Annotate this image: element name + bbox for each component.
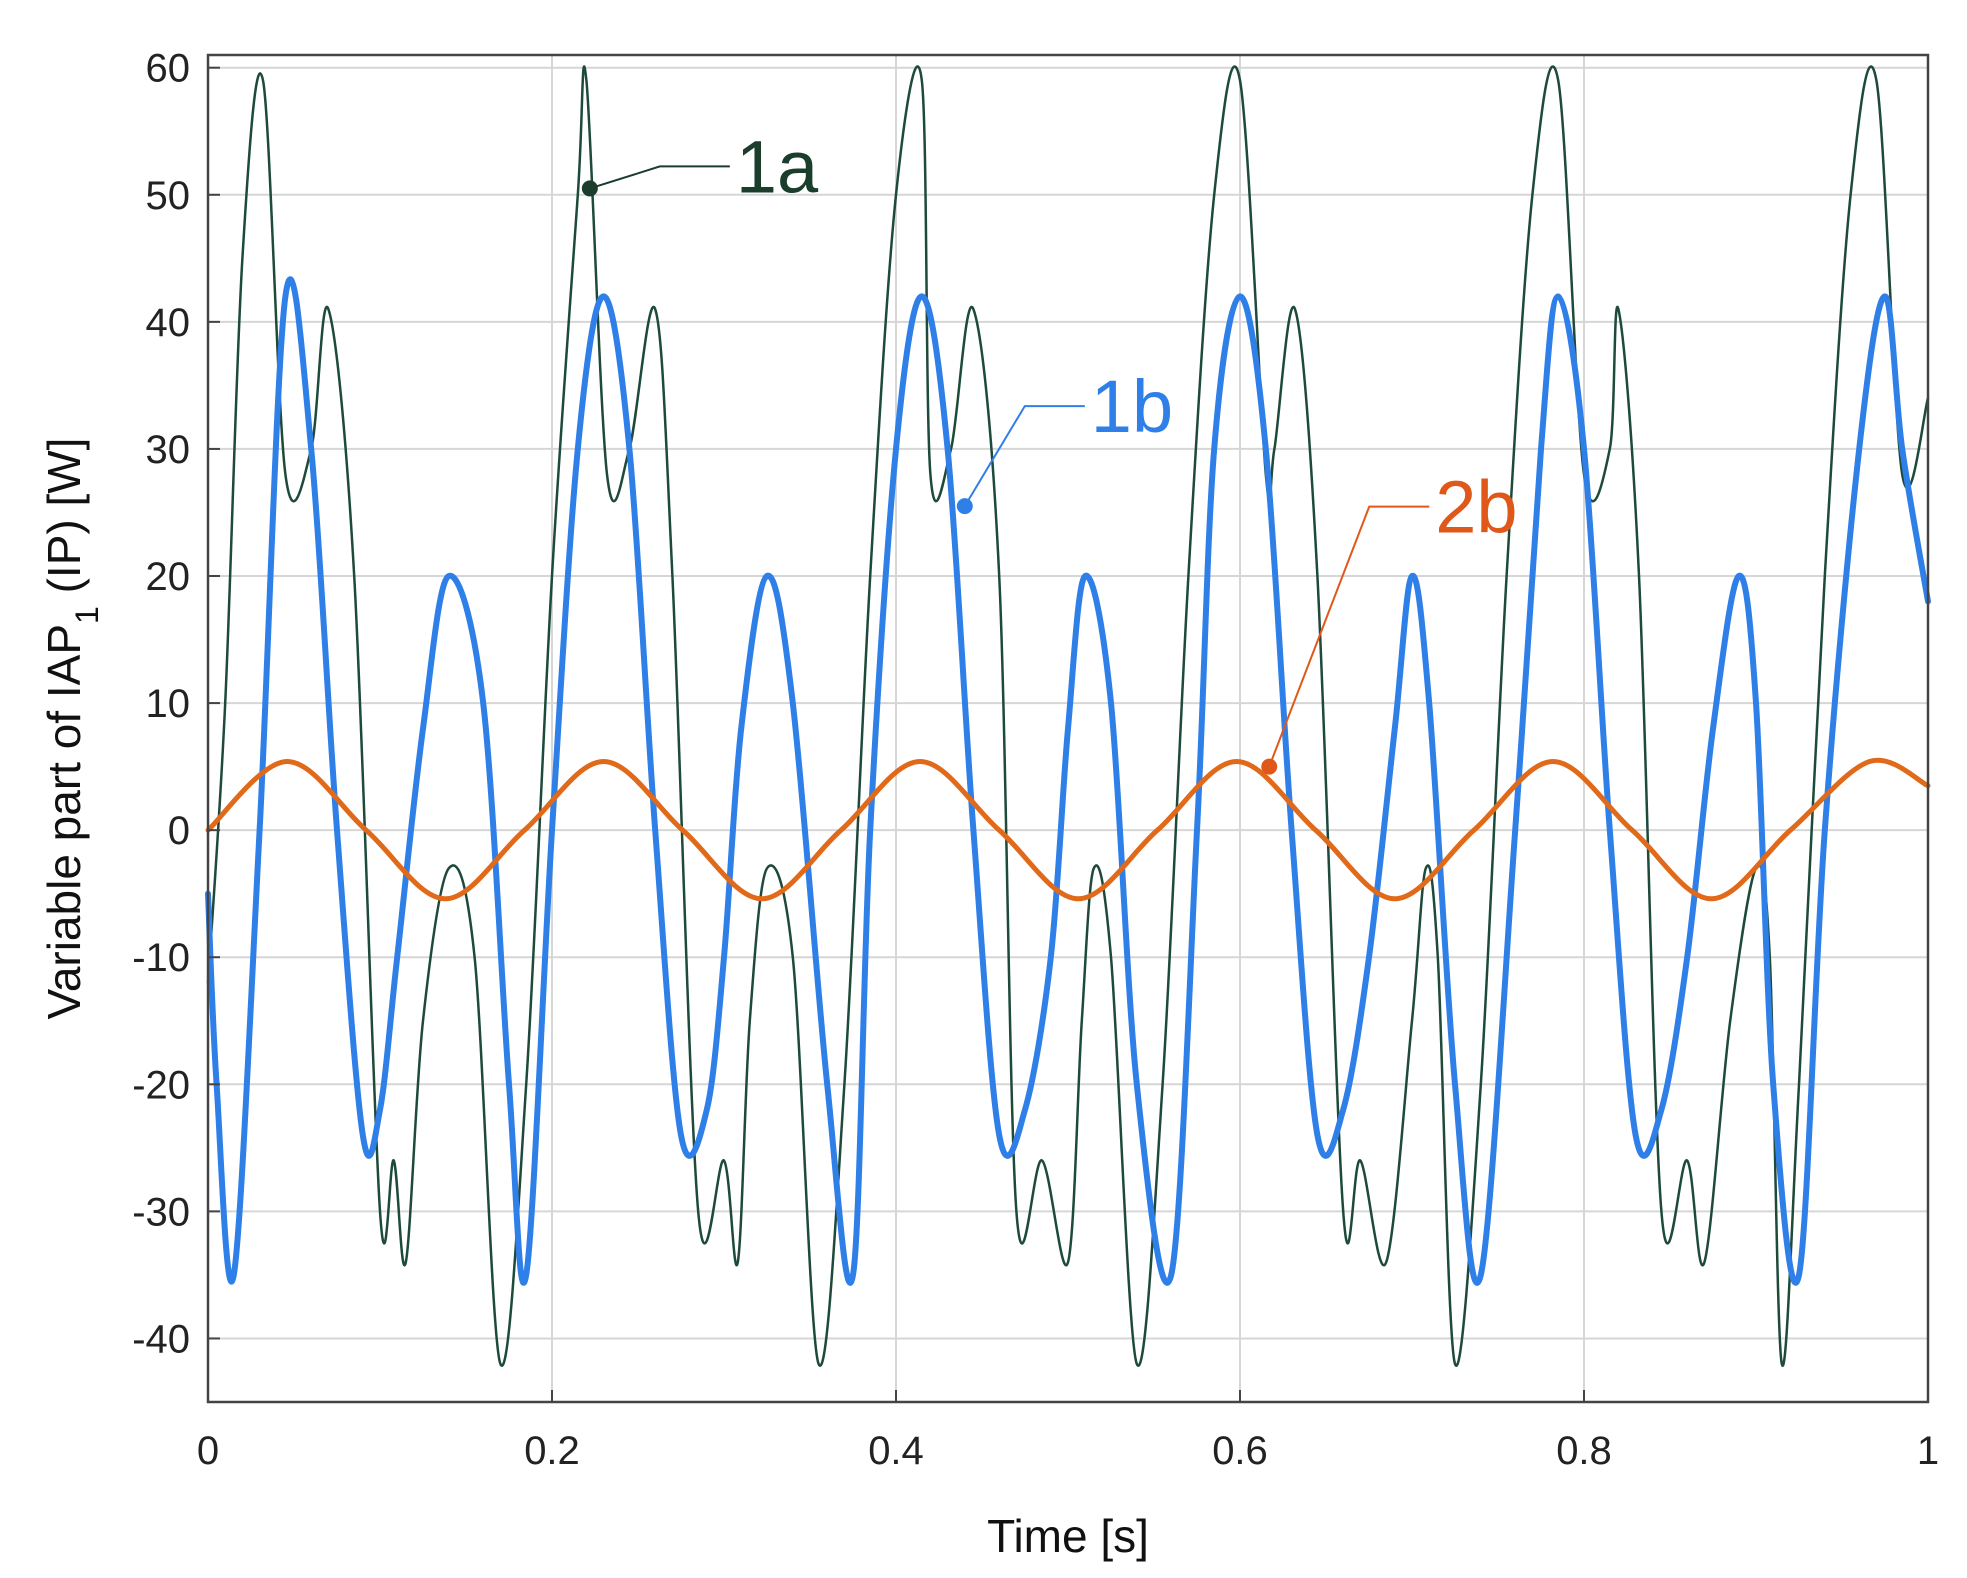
x-tick-label-1: 0.2 <box>524 1429 580 1473</box>
y-axis-label-subscript: 1 <box>69 606 105 624</box>
y-tick-label-4: 0 <box>168 809 190 853</box>
y-tick-label-7: 30 <box>146 428 191 472</box>
annotation-1a-label: 1a <box>736 125 819 208</box>
y-axis-ticks: -40 -30 -20 -10 0 10 20 30 40 50 60 <box>132 47 220 1361</box>
y-axis-label: Variable part of IAP1 (IP) [W] <box>38 438 105 1020</box>
y-axis-label-rest: (IP) [W] <box>38 438 90 607</box>
y-tick-label-10: 60 <box>146 47 191 91</box>
series-1a-line <box>206 65 1930 1367</box>
x-tick-label-0: 0 <box>197 1429 219 1473</box>
annotation-1a-leader <box>589 165 730 190</box>
annotation-1b-leader <box>963 405 1085 507</box>
series-2b-line <box>205 757 1931 902</box>
y-tick-label-6: 20 <box>146 555 191 599</box>
series-layer <box>205 65 1931 1367</box>
x-tick-label-5: 1 <box>1917 1429 1939 1473</box>
annotation-2b-leader <box>1268 505 1430 767</box>
y-tick-label-5: 10 <box>146 682 191 726</box>
plot-frame <box>206 53 1930 1404</box>
y-tick-label-1: -30 <box>132 1190 190 1234</box>
x-axis-label: Time [s] <box>987 1510 1149 1562</box>
y-tick-label-8: 40 <box>146 301 191 345</box>
x-tick-label-4: 0.8 <box>1556 1429 1612 1473</box>
x-tick-label-3: 0.6 <box>1212 1429 1268 1473</box>
annotation-2b-marker <box>1261 758 1278 775</box>
y-tick-label-0: -40 <box>132 1317 190 1361</box>
x-axis-ticks: 0 0.2 0.4 0.6 0.8 1 <box>197 1390 1939 1473</box>
annotations: 1a 1b 2b <box>581 125 1518 775</box>
series-1b-line <box>205 276 1931 1286</box>
y-tick-label-2: -20 <box>132 1063 190 1107</box>
annotation-2b-label: 2b <box>1435 466 1517 549</box>
annotation-1b-marker <box>956 498 973 515</box>
y-axis-label-main: Variable part of IAP <box>38 624 90 1019</box>
annotation-1b-label: 1b <box>1091 365 1173 448</box>
y-tick-label-3: -10 <box>132 936 190 980</box>
y-tick-label-9: 50 <box>146 174 191 218</box>
annotation-1a-marker <box>581 180 598 197</box>
x-tick-label-2: 0.4 <box>868 1429 924 1473</box>
